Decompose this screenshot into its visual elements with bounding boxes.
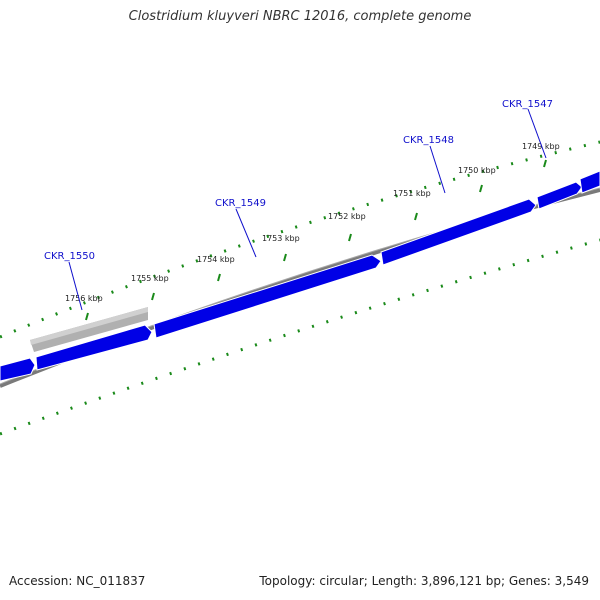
inner-tick-track	[0, 238, 600, 436]
gene-label-leaders	[68, 108, 547, 311]
tick-label: 1754 kbp	[197, 255, 235, 264]
tick-label: 1756 kbp	[65, 294, 103, 303]
gene-label-ckr-1547[interactable]: CKR_1547	[502, 99, 553, 110]
gene-ckr-1551	[0, 357, 36, 382]
gene-ckr-1546	[579, 170, 600, 194]
gene-ckr-1548	[380, 198, 537, 266]
gene-ckr-1550-highlight	[30, 307, 148, 352]
genome-summary: Topology: circular; Length: 3,896,121 bp…	[259, 574, 589, 588]
gene-label-ckr-1549[interactable]: CKR_1549	[215, 198, 266, 209]
gene-ckr-1549	[153, 254, 382, 339]
tick-label: 1752 kbp	[328, 212, 366, 221]
tick-label: 1751 kbp	[393, 189, 431, 198]
gene-ckr-1550	[35, 324, 153, 371]
outer-tick-track	[0, 140, 600, 339]
tick-label: 1750 kbp	[458, 166, 496, 175]
tick-label: 1755 kbp	[131, 274, 169, 283]
map-title: Clostridium kluyveri NBRC 12016, complet…	[128, 9, 472, 24]
gene-label-ckr-1550[interactable]: CKR_1550	[44, 251, 95, 262]
major-ticks	[85, 159, 547, 321]
gene-label-ckr-1548[interactable]: CKR_1548	[403, 135, 454, 146]
tick-label: 1753 kbp	[262, 234, 300, 243]
gene-arrows	[0, 170, 600, 382]
gene-ckr-1547	[536, 181, 583, 210]
tick-label: 1749 kbp	[522, 142, 560, 151]
accession-label: Accession: NC_011837	[9, 574, 146, 588]
